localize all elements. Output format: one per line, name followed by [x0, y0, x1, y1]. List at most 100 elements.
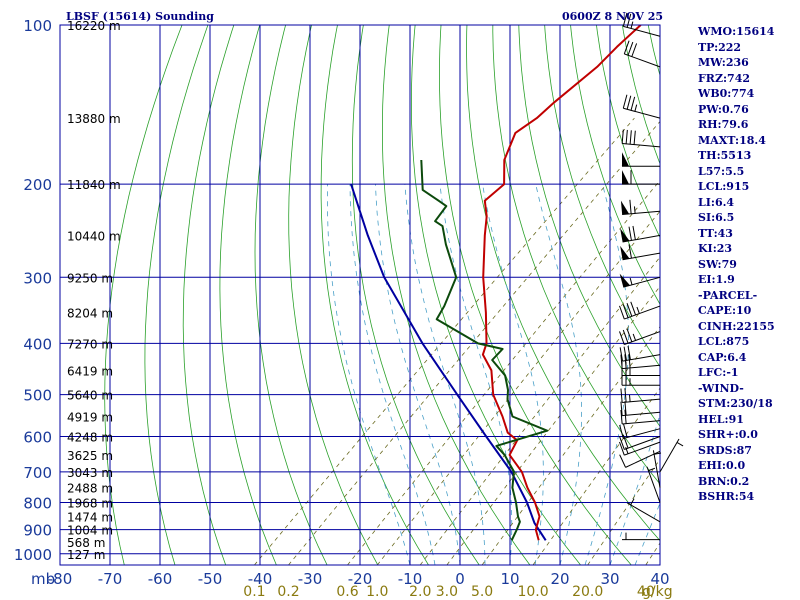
height-label: 127 m	[67, 548, 105, 562]
pressure-tick-label: 500	[23, 387, 52, 405]
dry-adiabat-line	[596, 25, 660, 239]
mixing-ratio-line	[532, 387, 660, 565]
index-item: KI:23	[698, 242, 733, 255]
chart-datetime: 0600Z 8 NOV 25	[562, 10, 663, 23]
height-label: 3625 m	[67, 449, 113, 463]
wind-barb	[619, 434, 661, 450]
dry-adiabat-line	[518, 25, 660, 427]
index-item: TH:5513	[698, 149, 752, 162]
mixing-ratio-line	[254, 117, 635, 565]
index-item: WB0:774	[698, 87, 755, 100]
temperature-tick-label: 20	[550, 570, 569, 588]
dry-adiabat-line	[466, 25, 660, 542]
mixing-ratio-label: 0.2	[277, 584, 299, 600]
index-item: SHR+:0.0	[698, 428, 758, 441]
height-label: 4919 m	[67, 411, 113, 425]
wind-barb	[619, 273, 661, 288]
temperature-tick-label: -50	[198, 570, 223, 588]
mixing-ratio-label: 1.0	[366, 584, 388, 600]
pressure-tick-label: 1000	[14, 546, 52, 564]
index-item: TT:43	[698, 226, 733, 240]
height-label: 2488 m	[67, 482, 113, 496]
height-label: 8204 m	[67, 307, 113, 321]
mixing-ratio-label: 5.0	[471, 584, 493, 600]
index-item: EI:1.9	[698, 273, 735, 286]
height-label: 1968 m	[67, 497, 113, 511]
wind-barb	[622, 94, 661, 119]
dry-adiabat-line	[621, 25, 660, 165]
wind-barb	[619, 423, 661, 440]
dry-adiabat-line	[104, 25, 183, 565]
index-item: FRZ:742	[698, 71, 751, 85]
mixing-ratio-line	[419, 256, 660, 565]
temperature-tick-label: -40	[248, 570, 273, 588]
dry-adiabat-line	[544, 25, 660, 368]
plot-frame	[59, 24, 661, 566]
dry-adiabat-line	[144, 25, 209, 565]
wind-barb	[620, 353, 661, 370]
wind-barb	[646, 466, 661, 503]
moist-adiabat-line	[349, 184, 436, 565]
wind-barb	[620, 225, 661, 243]
mixing-ratio-label: 0.1	[243, 584, 265, 600]
index-item: CAPE:10	[698, 304, 752, 317]
mixing-ratio-line	[347, 179, 660, 565]
mixing-ratio-label: 20.0	[572, 584, 603, 600]
index-item: TP:222	[698, 40, 742, 54]
pressure-tick-label: 200	[23, 176, 52, 194]
mixing-ratio-line	[376, 210, 660, 565]
dry-adiabat-line	[254, 25, 328, 565]
index-item: LCL:875	[698, 335, 750, 348]
pressure-tick-label: 600	[23, 428, 52, 446]
moist-adiabat-line	[404, 184, 486, 565]
temperature-tick-label: -70	[98, 570, 123, 588]
moist-adiabat-line	[326, 184, 411, 565]
profile-dewpoint	[420, 159, 549, 541]
wind-barb	[622, 170, 660, 185]
index-item: SI:6.5	[698, 211, 735, 224]
pressure-tick-label: 100	[23, 17, 52, 35]
wind-barb	[621, 371, 660, 386]
wind-barb	[622, 532, 660, 541]
profile-temperature	[481, 25, 642, 541]
profile-parcel	[350, 183, 547, 541]
wind-barb	[619, 301, 661, 320]
wind-barb	[620, 388, 661, 403]
moist-adiabat-line	[584, 184, 629, 565]
moist-adiabat-line	[439, 184, 513, 565]
index-item: LFC:-1	[698, 366, 739, 379]
temperature-tick-label: 40	[650, 570, 669, 588]
height-label: 11840 m	[67, 178, 121, 192]
height-label: 1474 m	[67, 510, 113, 524]
mixing-ratio-label: 0.6	[336, 584, 358, 600]
index-item: CAP:6.4	[698, 350, 747, 364]
wind-barb	[620, 401, 661, 417]
index-item: RH:79.6	[698, 118, 749, 131]
height-label: 7270 m	[67, 337, 113, 351]
wind-barb	[623, 40, 661, 68]
mixing-ratio-unit: g/kg	[642, 584, 673, 600]
height-label: 13880 m	[67, 112, 121, 126]
pressure-tick-label: 300	[23, 269, 52, 287]
index-item: L57:5.5	[698, 164, 745, 178]
dry-adiabat-line	[410, 25, 581, 565]
dry-adiabat-line	[320, 25, 429, 565]
pressure-tick-label: 400	[23, 335, 52, 353]
chart-title: LBSF (15614) Sounding	[66, 10, 214, 23]
temperature-tick-label: -80	[48, 570, 73, 588]
pressure-tick-label: 900	[23, 522, 52, 540]
mixing-ratio-line	[587, 458, 660, 565]
temperature-tick-label: -20	[348, 570, 373, 588]
height-label: 6419 m	[67, 364, 113, 378]
wind-barb	[619, 328, 661, 346]
moist-adiabat-line	[535, 184, 583, 565]
pressure-tick-label: 800	[23, 495, 52, 513]
index-item: LI:6.4	[698, 195, 735, 209]
index-item: PW:0.76	[698, 102, 749, 116]
index-item: MW:236	[698, 56, 749, 69]
dry-adiabat-line	[351, 25, 480, 565]
wind-barb	[619, 345, 661, 362]
moist-adiabat-line	[375, 184, 461, 565]
index-item: BRN:0.2	[698, 474, 750, 488]
